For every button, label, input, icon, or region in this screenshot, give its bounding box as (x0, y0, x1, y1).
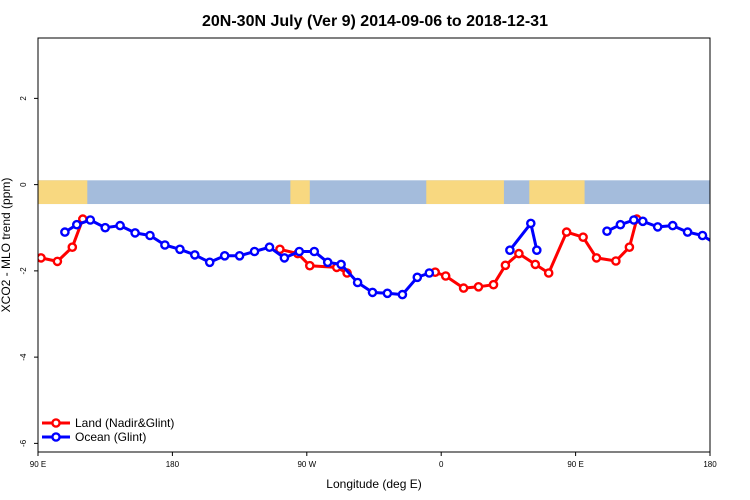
data-point (682, 227, 693, 237)
data-point (204, 257, 215, 268)
x-tick-label: 180 (703, 460, 717, 469)
data-point (264, 242, 275, 252)
legend-swatch-marker (51, 418, 61, 428)
data-point (424, 268, 435, 278)
legend-swatch-marker (51, 432, 61, 442)
data-point (294, 246, 305, 257)
legend-label: Land (Nadir&Glint) (75, 416, 174, 430)
data-point (130, 228, 140, 238)
plot-frame (37, 37, 711, 453)
data-point (52, 256, 63, 267)
data-point (115, 220, 125, 231)
data-point (249, 246, 260, 257)
series-line (40, 218, 85, 263)
data-point (145, 230, 155, 241)
data-point (397, 289, 408, 300)
x-tick-label: 90 W (297, 460, 316, 469)
data-point (279, 253, 290, 263)
data-point (697, 230, 708, 241)
data-point (458, 283, 469, 293)
data-point (488, 279, 499, 290)
data-point (85, 215, 96, 225)
map-ocean-band (38, 180, 710, 205)
data-point (367, 287, 378, 298)
y-tick-label: -6 (19, 439, 28, 447)
data-point (638, 216, 648, 227)
legend-label: Ocean (Glint) (75, 430, 146, 444)
y-axis: -6 -4 -2 0 2 (19, 96, 38, 447)
series-land (38, 214, 642, 293)
data-point (624, 242, 635, 252)
data-point (611, 256, 621, 266)
map-land-region (529, 180, 585, 205)
series-layer (38, 214, 721, 300)
data-point (189, 250, 200, 260)
data-point (514, 248, 524, 259)
data-point (578, 232, 588, 242)
x-axis-label: Longitude (deg E) (326, 477, 421, 491)
data-point (591, 253, 602, 263)
map-land-region (38, 180, 88, 205)
data-point (667, 220, 678, 231)
chart-title: 20N-30N July (Ver 9) 2014-09-06 to 2018-… (202, 13, 548, 30)
map-strip (38, 180, 710, 205)
data-point (336, 259, 346, 270)
data-point (160, 240, 170, 250)
data-point (561, 227, 572, 237)
legend-item: Ocean (Glint) (42, 430, 146, 444)
series-ocean (60, 215, 721, 300)
data-point (175, 244, 185, 255)
y-axis-label: XCO2 - MLO trend (ppm) (0, 178, 13, 313)
data-point (602, 226, 612, 236)
data-point (38, 253, 46, 263)
data-point (530, 259, 541, 270)
data-point (412, 272, 423, 283)
data-point (304, 260, 315, 271)
data-point (234, 250, 245, 261)
data-point (615, 219, 626, 230)
data-point (505, 245, 515, 255)
data-point (440, 271, 451, 281)
data-point (532, 245, 542, 255)
series-line (64, 218, 430, 297)
x-tick-label: 90 E (30, 460, 46, 469)
x-tick-label: 180 (166, 460, 180, 469)
y-tick-label: 2 (19, 96, 28, 101)
data-point (322, 257, 333, 268)
data-point (652, 222, 663, 232)
data-point (67, 242, 78, 252)
legend: Land (Nadir&Glint)Ocean (Glint) (42, 416, 174, 444)
legend-item: Land (Nadir&Glint) (42, 416, 174, 430)
data-point (629, 215, 639, 225)
data-point (60, 227, 70, 237)
data-point (473, 281, 484, 292)
data-point (382, 288, 393, 299)
x-tick-label: 0 (439, 460, 444, 469)
y-tick-label: 0 (19, 182, 28, 187)
y-tick-label: -2 (19, 267, 28, 275)
data-point (219, 250, 230, 261)
data-point (500, 260, 511, 271)
y-tick-label: -4 (19, 353, 28, 361)
data-point (352, 277, 363, 288)
data-point (309, 246, 320, 257)
data-point (72, 219, 82, 230)
x-axis: 90 E 180 90 W 0 90 E 180 (30, 452, 717, 469)
x-tick-label: 90 E (567, 460, 583, 469)
data-point (100, 222, 110, 233)
data-point (714, 241, 721, 248)
data-point (543, 268, 554, 278)
map-land-region (290, 180, 310, 205)
map-land-region (426, 180, 504, 205)
data-point (526, 218, 536, 229)
